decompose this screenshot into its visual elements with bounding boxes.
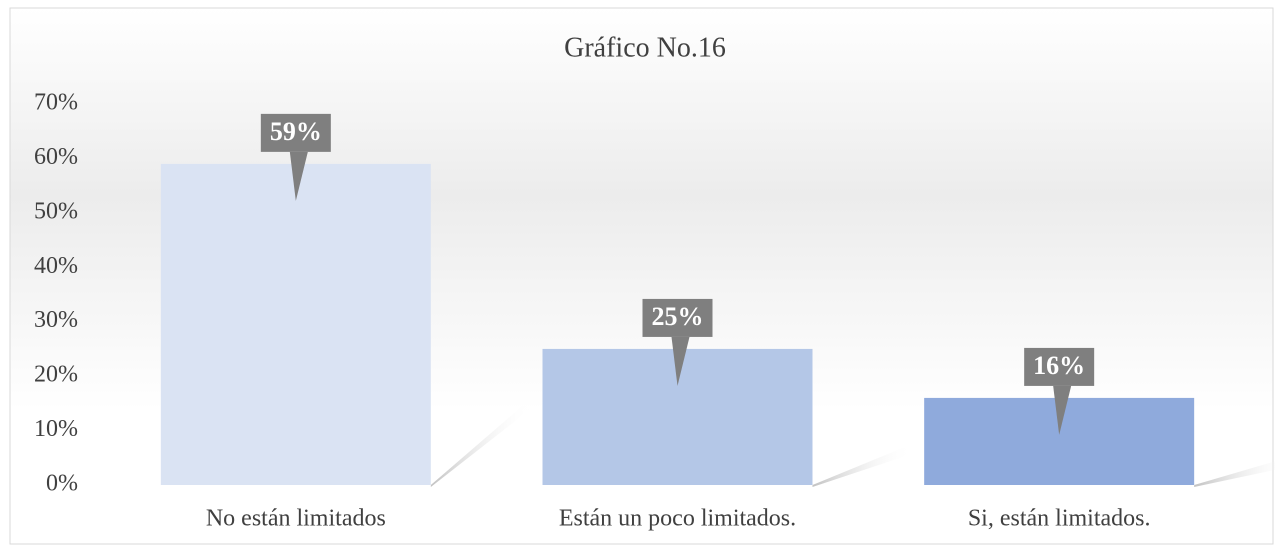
value-label: 59%: [270, 117, 322, 146]
y-tick-label: 60%: [34, 144, 78, 170]
value-label-pointer: [1053, 385, 1072, 435]
y-tick-label: 40%: [34, 253, 78, 279]
value-label-box: [642, 298, 713, 337]
y-tick-label: 50%: [34, 198, 78, 224]
y-tick-label: 0%: [46, 471, 78, 497]
value-label-box: [260, 113, 331, 152]
y-tick-label: 10%: [34, 416, 78, 442]
bar: [160, 163, 431, 485]
value-label-pointer: [289, 151, 308, 201]
y-tick-label: 30%: [34, 307, 78, 333]
bar-shadow: [812, 443, 913, 487]
bar-shadow: [1194, 461, 1275, 487]
value-label: 25%: [652, 302, 704, 331]
y-tick-label: 20%: [34, 362, 78, 388]
chart-title: Gráfico No.16: [564, 32, 726, 63]
value-label-box: [1024, 347, 1095, 386]
x-tick-label: Están un poco limitados.: [559, 506, 796, 532]
y-tick-label: 70%: [34, 90, 78, 116]
x-tick-label: Si, están limitados.: [968, 506, 1151, 532]
value-label: 16%: [1033, 351, 1085, 380]
x-tick-label: No están limitados: [206, 506, 386, 532]
value-label-pointer: [671, 336, 690, 386]
bar-shadow: [430, 398, 531, 487]
